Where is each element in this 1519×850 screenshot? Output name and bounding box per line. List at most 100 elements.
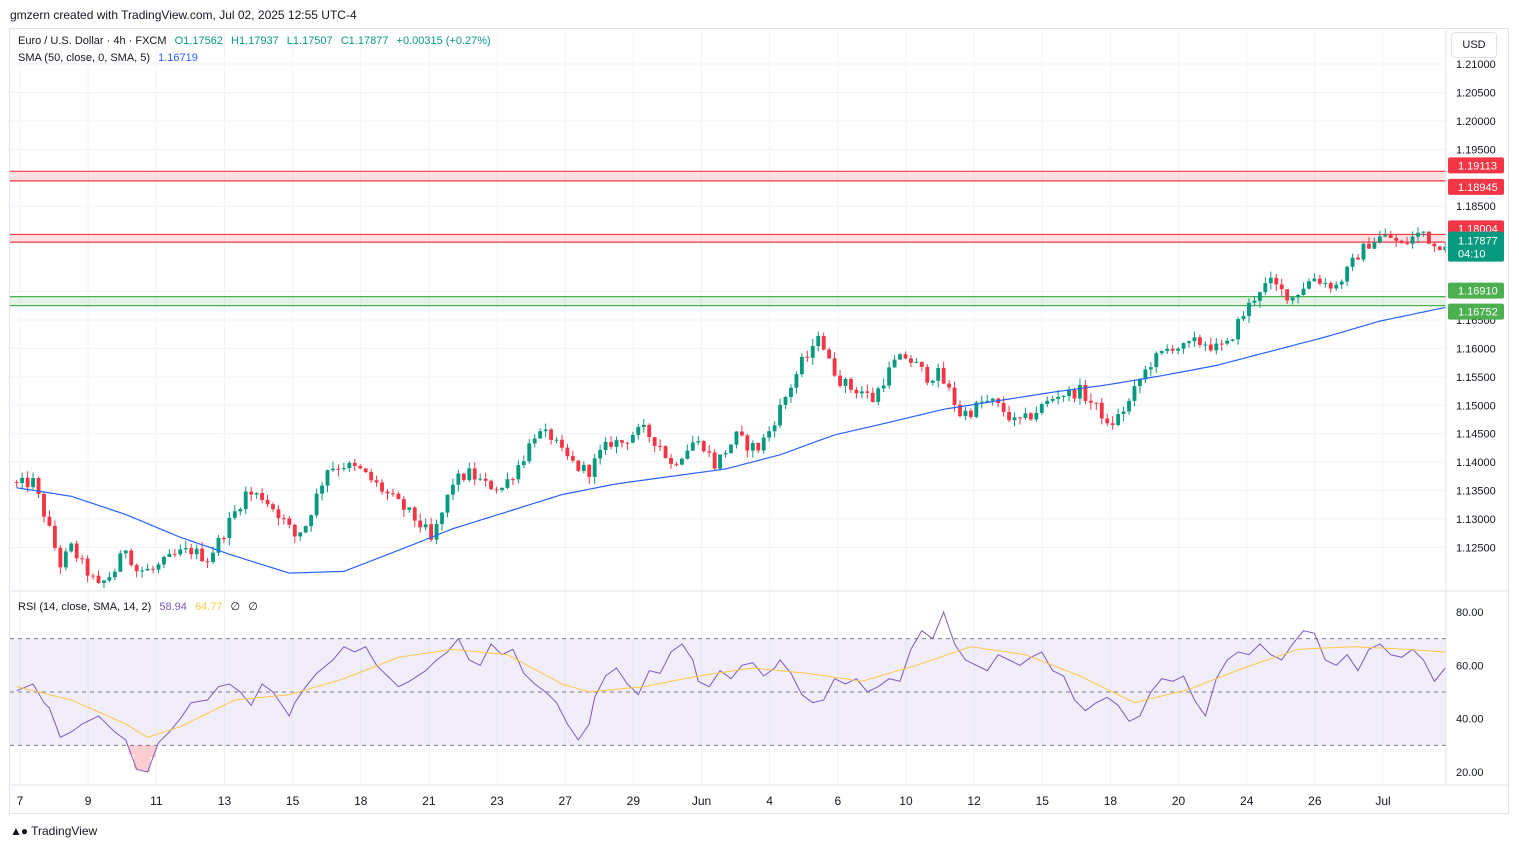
candle-body (1018, 417, 1022, 419)
time-tick-label: 23 (490, 794, 504, 808)
high-value: H1.17937 (231, 35, 279, 47)
rsi-tick-label: 80.00 (1456, 607, 1484, 619)
candle-body (963, 410, 968, 417)
candle-body (265, 499, 270, 505)
candle-body (140, 570, 145, 572)
candle-body (505, 479, 510, 488)
candle-body (369, 472, 374, 481)
support-zone-low-badge (1448, 303, 1504, 320)
candle-body (1225, 340, 1230, 344)
candle-body (352, 462, 357, 466)
candle-body (1023, 413, 1028, 418)
candle-body (985, 400, 990, 402)
candle-body (494, 489, 499, 491)
candle-body (36, 477, 41, 495)
candle-body (91, 575, 95, 577)
support-zone-high-badge (1448, 282, 1504, 299)
candle-body (570, 456, 575, 461)
symbol-title[interactable]: Euro / U.S. Dollar · 4h · FXCM (18, 35, 167, 47)
candle-body (554, 439, 559, 441)
close-value: C1.17877 (340, 35, 389, 47)
candle-body (287, 518, 292, 525)
rsi-tick-label: 40.00 (1456, 714, 1484, 726)
candle-body (303, 526, 308, 533)
credit-line: gmzern created with TradingView.com, Jul… (10, 8, 357, 22)
candle-body (1317, 278, 1322, 284)
price-tick-label: 1.18500 (1456, 201, 1496, 213)
candle-body (1121, 411, 1126, 415)
candle-body (385, 491, 390, 494)
rsi-pane (10, 610, 1446, 773)
candle-body (276, 509, 281, 519)
candle-body (521, 461, 526, 466)
candle-body (1279, 284, 1284, 290)
candle-body (1328, 282, 1333, 289)
candle-body (500, 487, 504, 491)
candle-body (816, 336, 821, 347)
price-grid (10, 30, 1446, 785)
candle-body (1208, 344, 1213, 351)
price-tick-label: 1.19500 (1456, 144, 1496, 156)
candle-body (849, 378, 853, 390)
candle-body (767, 431, 772, 438)
candle-body (1257, 292, 1262, 301)
candle-body (429, 524, 434, 540)
low-value: L1.17507 (286, 35, 333, 47)
candle-body (772, 425, 777, 432)
candle-body (440, 512, 444, 525)
rsi-extra-2: ∅ (248, 601, 258, 613)
candle-body (1247, 302, 1251, 316)
candle-body (467, 468, 472, 481)
resistance-zone-1-low-badge-text: 1.18945 (1458, 182, 1498, 194)
candle-body (941, 368, 946, 384)
candle-body (876, 388, 881, 402)
candle-body (778, 404, 782, 426)
sma-label[interactable]: SMA (50, close, 0, SMA, 5) (18, 52, 151, 64)
rsi-extra-1: ∅ (230, 601, 241, 613)
candle-body (903, 354, 908, 359)
candle-body (794, 374, 799, 388)
time-tick-label: 10 (899, 794, 913, 808)
candle-body (336, 468, 341, 470)
candle-body (1050, 398, 1055, 401)
time-tick-label: 12 (967, 794, 981, 808)
rsi-value: 58.94 (159, 601, 187, 613)
candle-body (603, 441, 608, 450)
candle-body (1099, 402, 1104, 419)
candle-body (156, 564, 161, 570)
time-tick-label: 20 (1172, 794, 1186, 808)
candle-body (1241, 315, 1246, 320)
time-tick-label: Jul (1375, 794, 1390, 808)
candle-body (1388, 235, 1393, 238)
candle-body (669, 458, 673, 464)
time-tick-label: 4 (766, 794, 773, 808)
tradingview-logo-text: TradingView (31, 824, 98, 838)
time-tick-label: 18 (354, 794, 368, 808)
candle-body (1181, 343, 1186, 349)
candle-body (194, 548, 199, 555)
candle-body (783, 397, 788, 405)
time-tick-label: 24 (1240, 794, 1254, 808)
candle-body (620, 440, 624, 443)
candle-body (968, 410, 973, 417)
candle-body (232, 511, 237, 518)
candle-body (909, 358, 913, 363)
last-price-text: 1.17877 (1458, 236, 1498, 248)
candle-body (31, 477, 36, 488)
candle-body (1252, 300, 1257, 303)
candle-body (145, 568, 150, 571)
candle-body (1383, 235, 1388, 237)
change-value: +0.00315 (+0.27%) (396, 35, 491, 47)
currency-button[interactable]: USD (1451, 32, 1497, 58)
rsi-label[interactable]: RSI (14, close, SMA, 14, 2) (18, 601, 152, 613)
candle-body (47, 516, 52, 526)
candle-body (1165, 348, 1170, 351)
candle-body (1230, 339, 1235, 341)
candle-body (881, 385, 886, 389)
candle-body (592, 458, 597, 477)
candle-body (560, 439, 564, 448)
price-tick-label: 1.21000 (1456, 59, 1496, 71)
candle-body (1012, 417, 1017, 421)
candle-body (827, 349, 832, 359)
